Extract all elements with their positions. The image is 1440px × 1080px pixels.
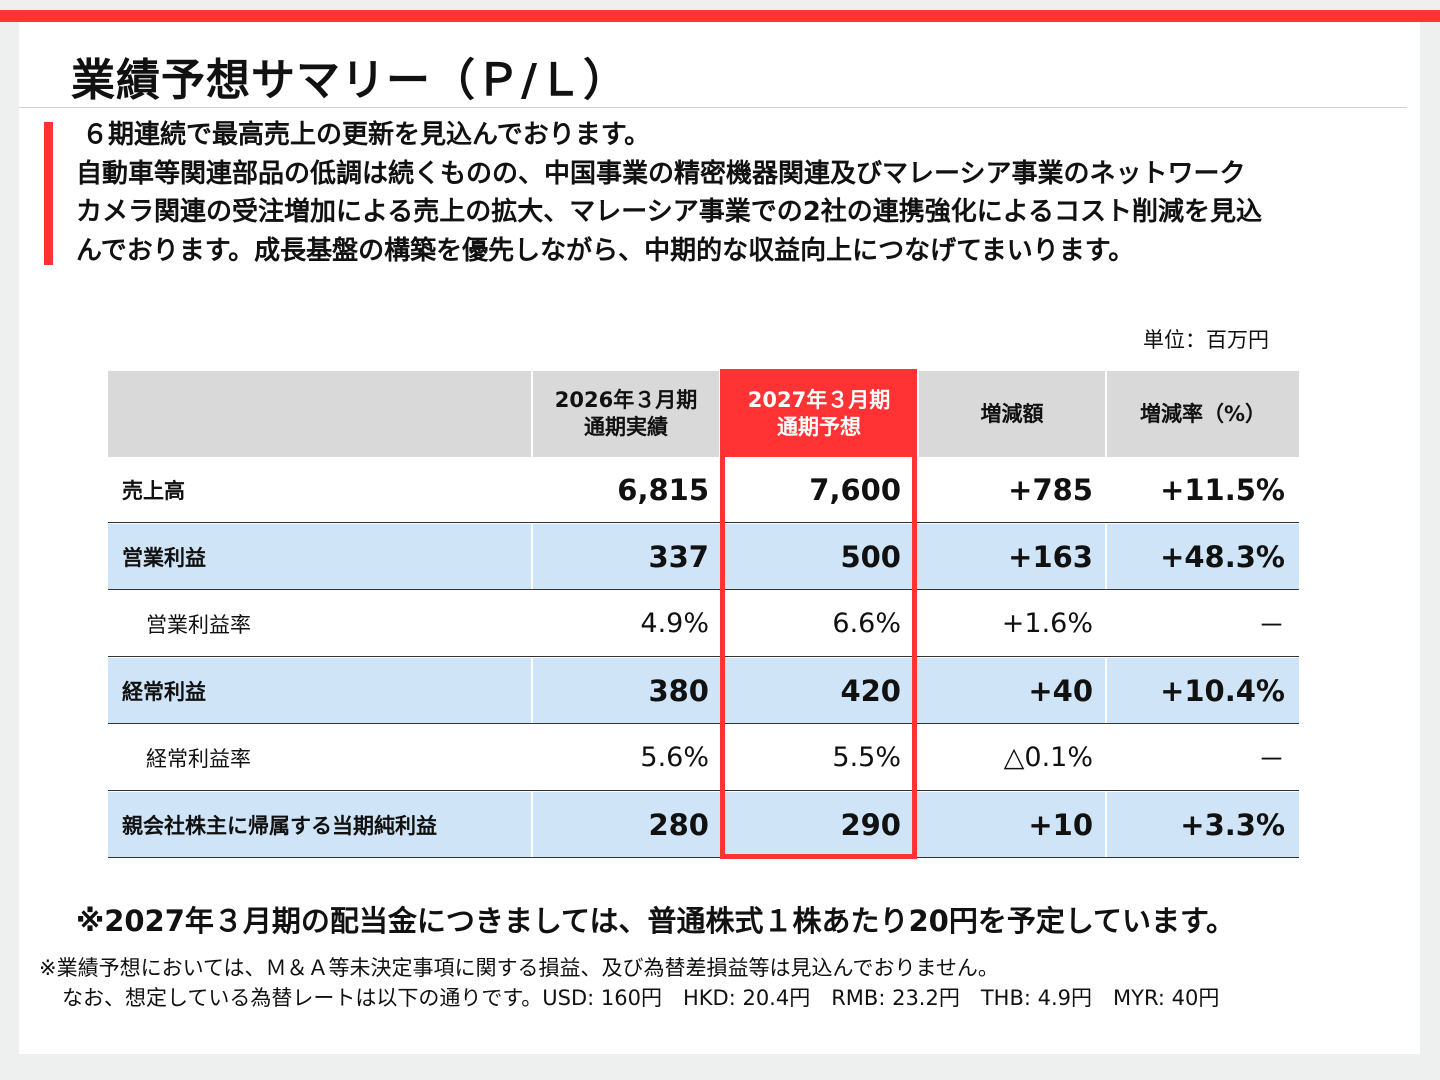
cell-rate: － <box>1258 611 1285 642</box>
header-line: 通期実績 <box>584 415 668 439</box>
table-row: 売上高 6,815 7,600 +785 +11.5% <box>108 457 1299 523</box>
cell-diff: +163 <box>1008 539 1093 574</box>
cell-rate: +48.3% <box>1160 539 1285 574</box>
cell-actual: 380 <box>648 673 709 708</box>
header-line: 2026年３月期 <box>554 388 698 412</box>
cell-forecast: 5.5% <box>832 742 901 773</box>
cell-actual: 280 <box>648 807 709 842</box>
row-label: 経常利益率 <box>146 746 251 771</box>
cell-actual: 337 <box>648 539 709 574</box>
cell-rate: － <box>1258 745 1285 776</box>
footnote-line: ※業績予想においては、Ｍ＆Ａ等未決定事項に関する損益、及び為替差損益等は見込んで… <box>39 956 999 980</box>
footnotes: ※業績予想においては、Ｍ＆Ａ等未決定事項に関する損益、及び為替差損益等は見込んで… <box>39 954 1219 1013</box>
header-line: 通期予想 <box>777 415 861 439</box>
column-divider <box>531 658 533 723</box>
lead-accent-bar <box>44 122 53 265</box>
cell-rate: +3.3% <box>1180 807 1285 842</box>
column-divider <box>1105 792 1107 857</box>
header-line: 2027年３月期 <box>747 388 891 412</box>
cell-forecast: 420 <box>840 673 901 708</box>
cell-actual: 5.6% <box>640 742 709 773</box>
lead-line: んでおります。成長基盤の構築を優先しながら、中期的な収益向上につなげてまいります… <box>76 235 1135 266</box>
header-line: 増減額 <box>980 401 1044 426</box>
column-divider <box>531 792 533 857</box>
cell-forecast: 290 <box>840 807 901 842</box>
row-label: 親会社株主に帰属する当期純利益 <box>122 813 437 838</box>
lead-line: 自動車等関連部品の低調は続くものの、中国事業の精密機器関連及びマレーシア事業のネ… <box>76 158 1246 189</box>
lead-line: ６期連続で最高売上の更新を見込んでおります。 <box>82 120 651 150</box>
cell-forecast: 7,600 <box>809 472 901 507</box>
table-row: 親会社株主に帰属する当期純利益 280 290 +10 +3.3% <box>108 792 1299 858</box>
row-label: 経常利益 <box>122 679 206 704</box>
cell-diff: +40 <box>1028 673 1093 708</box>
cell-forecast: 500 <box>840 539 901 574</box>
row-label: 営業利益率 <box>146 612 251 637</box>
column-divider <box>531 524 533 589</box>
header-line: 増減率（%） <box>1139 401 1267 426</box>
header-cell-actual: 2026年３月期 通期実績 <box>533 371 719 457</box>
cell-rate: +11.5% <box>1160 472 1285 507</box>
top-accent-bar <box>0 10 1440 22</box>
header-cell-diff: 増減額 <box>919 371 1105 457</box>
column-divider <box>1105 658 1107 723</box>
cell-actual: 4.9% <box>640 608 709 639</box>
table-row: 営業利益 337 500 +163 +48.3% <box>108 524 1299 590</box>
table-row: 経常利益率 5.6% 5.5% △0.1% － <box>108 725 1299 791</box>
row-label: 売上高 <box>122 478 185 503</box>
slide: 業績予想サマリー（Ｐ/Ｌ） ６期連続で最高売上の更新を見込んでおります。 自動車… <box>19 22 1420 1054</box>
cell-diff: +10 <box>1028 807 1093 842</box>
table-row: 経常利益 380 420 +40 +10.4% <box>108 658 1299 724</box>
cell-rate: +10.4% <box>1160 673 1285 708</box>
page-title: 業績予想サマリー（Ｐ/Ｌ） <box>71 55 629 106</box>
table-row: 営業利益率 4.9% 6.6% +1.6% － <box>108 591 1299 657</box>
lead-line: カメラ関連の受注増加による売上の拡大、マレーシア事業での2社の連携強化によるコス… <box>76 197 1263 227</box>
header-cell-forecast: 2027年３月期 通期予想 <box>721 371 917 457</box>
cell-diff: +785 <box>1008 472 1093 507</box>
table-header-row: 2026年３月期 通期実績 2027年３月期 通期予想 増減額 増減率（%） <box>108 371 1299 457</box>
lead-text: ６期連続で最高売上の更新を見込んでおります。 自動車等関連部品の低調は続くものの… <box>76 116 1396 270</box>
row-label: 営業利益 <box>122 545 206 570</box>
header-cell-label <box>108 371 531 457</box>
dividend-note: ※2027年３月期の配当金につきましては、普通株式１株あたり20円を予定していま… <box>76 904 1236 938</box>
cell-actual: 6,815 <box>617 472 709 507</box>
cell-forecast: 6.6% <box>832 608 901 639</box>
unit-label: 単位：百万円 <box>1143 328 1269 352</box>
column-divider <box>1105 524 1107 589</box>
cell-diff: △0.1% <box>1003 742 1093 773</box>
cell-diff: +1.6% <box>1001 608 1093 639</box>
footnote-line: なお、想定している為替レートは以下の通りです。USD: 160円 HKD: 20… <box>62 985 1220 1010</box>
header-cell-rate: 増減率（%） <box>1107 371 1299 457</box>
title-divider <box>19 107 1407 108</box>
